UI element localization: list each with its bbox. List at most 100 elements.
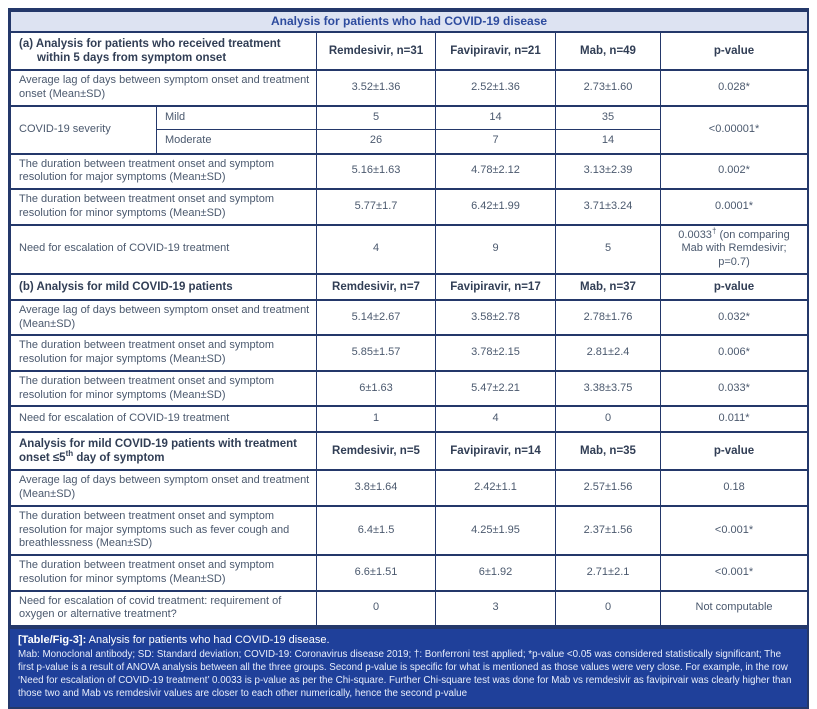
cell-favipiravir: 3 bbox=[435, 589, 556, 627]
section-b-col-mab: Mab, n=37 bbox=[555, 272, 661, 301]
table-row: Need for escalation of COVID-19 treatmen… bbox=[10, 405, 809, 434]
cell-pvalue: 0.028* bbox=[659, 69, 809, 107]
section-a-col-favipiravir: Favipiravir, n=21 bbox=[435, 31, 556, 71]
cell-favipiravir: 7 bbox=[435, 129, 556, 155]
caption-tag: [Table/Fig-3]: bbox=[18, 634, 87, 646]
cell-remdesivir: 5.16±1.63 bbox=[316, 152, 436, 190]
caption-text: Analysis for patients who had COVID-19 d… bbox=[86, 634, 330, 646]
cell-mab: 0 bbox=[555, 589, 661, 627]
cell-pvalue: 0.032* bbox=[659, 298, 809, 337]
cell-remdesivir: 4 bbox=[316, 223, 436, 275]
table-row: Average lag of days between symptom onse… bbox=[10, 469, 809, 507]
cell-mab: 14 bbox=[555, 129, 661, 155]
section-b-col-favipiravir: Favipiravir, n=17 bbox=[435, 272, 556, 301]
row-label: The duration between treatment onset and… bbox=[10, 504, 317, 557]
analysis-table: Analysis for patients who had COVID-19 d… bbox=[9, 10, 809, 627]
cell-favipiravir: 6.42±1.99 bbox=[435, 188, 556, 226]
table-row: The duration between treatment onset and… bbox=[10, 554, 809, 592]
table-fig-3-container: Analysis for patients who had COVID-19 d… bbox=[8, 8, 809, 709]
row-label: The duration between treatment onset and… bbox=[10, 334, 317, 372]
section-b-header-row: (b) Analysis for mild COVID-19 patients … bbox=[10, 272, 809, 301]
row-label: The duration between treatment onset and… bbox=[10, 188, 317, 226]
section-c-col-mab: Mab, n=35 bbox=[555, 431, 661, 472]
cell-mab: 3.71±3.24 bbox=[555, 188, 661, 226]
row-label: The duration between treatment onset and… bbox=[10, 554, 317, 592]
table-row: The duration between treatment onset and… bbox=[10, 369, 809, 408]
row-label: Average lag of days between symptom onse… bbox=[10, 298, 317, 337]
cell-favipiravir: 4 bbox=[435, 405, 556, 434]
section-b-col-remdesivir: Remdesivir, n=7 bbox=[316, 272, 436, 301]
section-a-header-row: (a) Analysis for patients who received t… bbox=[10, 31, 809, 71]
cell-favipiravir: 3.78±2.15 bbox=[435, 334, 556, 372]
row-label: The duration between treatment onset and… bbox=[10, 369, 317, 408]
section-c-title-post: day of symptom bbox=[73, 452, 165, 465]
dagger-footnote-mark: † bbox=[711, 225, 717, 235]
pvalue-note: (on comparing Mab with Remdesivir; p=0.7… bbox=[681, 228, 790, 269]
cell-mab: 5 bbox=[555, 223, 661, 275]
cell-pvalue: 0.006* bbox=[659, 334, 809, 372]
table-row: The duration between treatment onset and… bbox=[10, 334, 809, 372]
section-c-col-pvalue: p-value bbox=[659, 431, 809, 472]
cell-pvalue: 0.002* bbox=[659, 152, 809, 190]
cell-favipiravir: 6±1.92 bbox=[435, 554, 556, 592]
row-label: The duration between treatment onset and… bbox=[10, 152, 317, 190]
cell-mab: 2.37±1.56 bbox=[555, 504, 661, 557]
cell-remdesivir: 5.14±2.67 bbox=[316, 298, 436, 337]
section-a-col-pvalue: p-value bbox=[659, 31, 809, 71]
cell-pvalue-severity: <0.00001* bbox=[659, 104, 809, 154]
row-label-severity: COVID-19 severity bbox=[10, 104, 157, 154]
row-label: Average lag of days between symptom onse… bbox=[10, 69, 317, 107]
cell-remdesivir: 0 bbox=[316, 589, 436, 627]
table-row: The duration between treatment onset and… bbox=[10, 152, 809, 190]
cell-remdesivir: 5.77±1.7 bbox=[316, 188, 436, 226]
cell-remdesivir: 5.85±1.57 bbox=[316, 334, 436, 372]
section-c-header-row: Analysis for mild COVID-19 patients with… bbox=[10, 431, 809, 472]
cell-mab: 2.78±1.76 bbox=[555, 298, 661, 337]
cell-remdesivir: 6.6±1.51 bbox=[316, 554, 436, 592]
cell-pvalue: 0.18 bbox=[659, 469, 809, 507]
cell-pvalue: <0.001* bbox=[659, 504, 809, 557]
section-c-title-sup: th bbox=[65, 449, 74, 459]
row-label: Average lag of days between symptom onse… bbox=[10, 469, 317, 507]
cell-remdesivir: 6.4±1.5 bbox=[316, 504, 436, 557]
section-c-col-favipiravir: Favipiravir, n=14 bbox=[435, 431, 556, 472]
cell-pvalue: Not computable bbox=[659, 589, 809, 627]
cell-remdesivir: 3.52±1.36 bbox=[316, 69, 436, 107]
table-row: The duration between treatment onset and… bbox=[10, 504, 809, 557]
cell-remdesivir: 6±1.63 bbox=[316, 369, 436, 408]
cell-pvalue: 0.011* bbox=[659, 405, 809, 434]
cell-mab: 3.38±3.75 bbox=[555, 369, 661, 408]
cell-mab: 2.73±1.60 bbox=[555, 69, 661, 107]
caption-footnote: Mab: Monoclonal antibody; SD: Standard d… bbox=[18, 649, 792, 699]
table-row-severity-mild: COVID-19 severity Mild 5 14 35 <0.00001* bbox=[10, 104, 809, 154]
cell-mab: 2.57±1.56 bbox=[555, 469, 661, 507]
section-a-col-mab: Mab, n=49 bbox=[555, 31, 661, 71]
table-row: Need for escalation of COVID-19 treatmen… bbox=[10, 223, 809, 275]
table-row: The duration between treatment onset and… bbox=[10, 188, 809, 226]
table-row: Average lag of days between symptom onse… bbox=[10, 298, 809, 337]
cell-remdesivir: 26 bbox=[316, 129, 436, 155]
section-b-title: (b) Analysis for mild COVID-19 patients bbox=[10, 272, 317, 301]
section-b-col-pvalue: p-value bbox=[659, 272, 809, 301]
table-row: Need for escalation of covid treatment: … bbox=[10, 589, 809, 627]
section-a-title: (a) Analysis for patients who received t… bbox=[10, 31, 317, 71]
section-a-col-remdesivir: Remdesivir, n=31 bbox=[316, 31, 436, 71]
table-row-severity-moderate: Moderate 26 7 14 bbox=[11, 129, 808, 155]
cell-favipiravir: 4.25±1.95 bbox=[435, 504, 556, 557]
cell-mab: 35 bbox=[555, 104, 661, 130]
pvalue-main: 0.0033 bbox=[678, 228, 712, 241]
cell-mab: 2.71±2.1 bbox=[555, 554, 661, 592]
cell-favipiravir: 9 bbox=[435, 223, 556, 275]
table-row: Average lag of days between symptom onse… bbox=[10, 69, 809, 107]
row-label: Need for escalation of COVID-19 treatmen… bbox=[10, 223, 317, 275]
section-c-title-pre: Analysis for mild COVID-19 patients with… bbox=[19, 437, 297, 465]
cell-favipiravir: 14 bbox=[435, 104, 556, 130]
cell-pvalue: 0.033* bbox=[659, 369, 809, 408]
severity-mild-label: Mild bbox=[156, 104, 317, 130]
table-title: Analysis for patients who had COVID-19 d… bbox=[9, 10, 809, 33]
cell-favipiravir: 2.52±1.36 bbox=[435, 69, 556, 107]
cell-pvalue: 0.0001* bbox=[659, 188, 809, 226]
cell-favipiravir: 2.42±1.1 bbox=[435, 469, 556, 507]
row-label: Need for escalation of COVID-19 treatmen… bbox=[10, 405, 317, 434]
cell-favipiravir: 5.47±2.21 bbox=[435, 369, 556, 408]
